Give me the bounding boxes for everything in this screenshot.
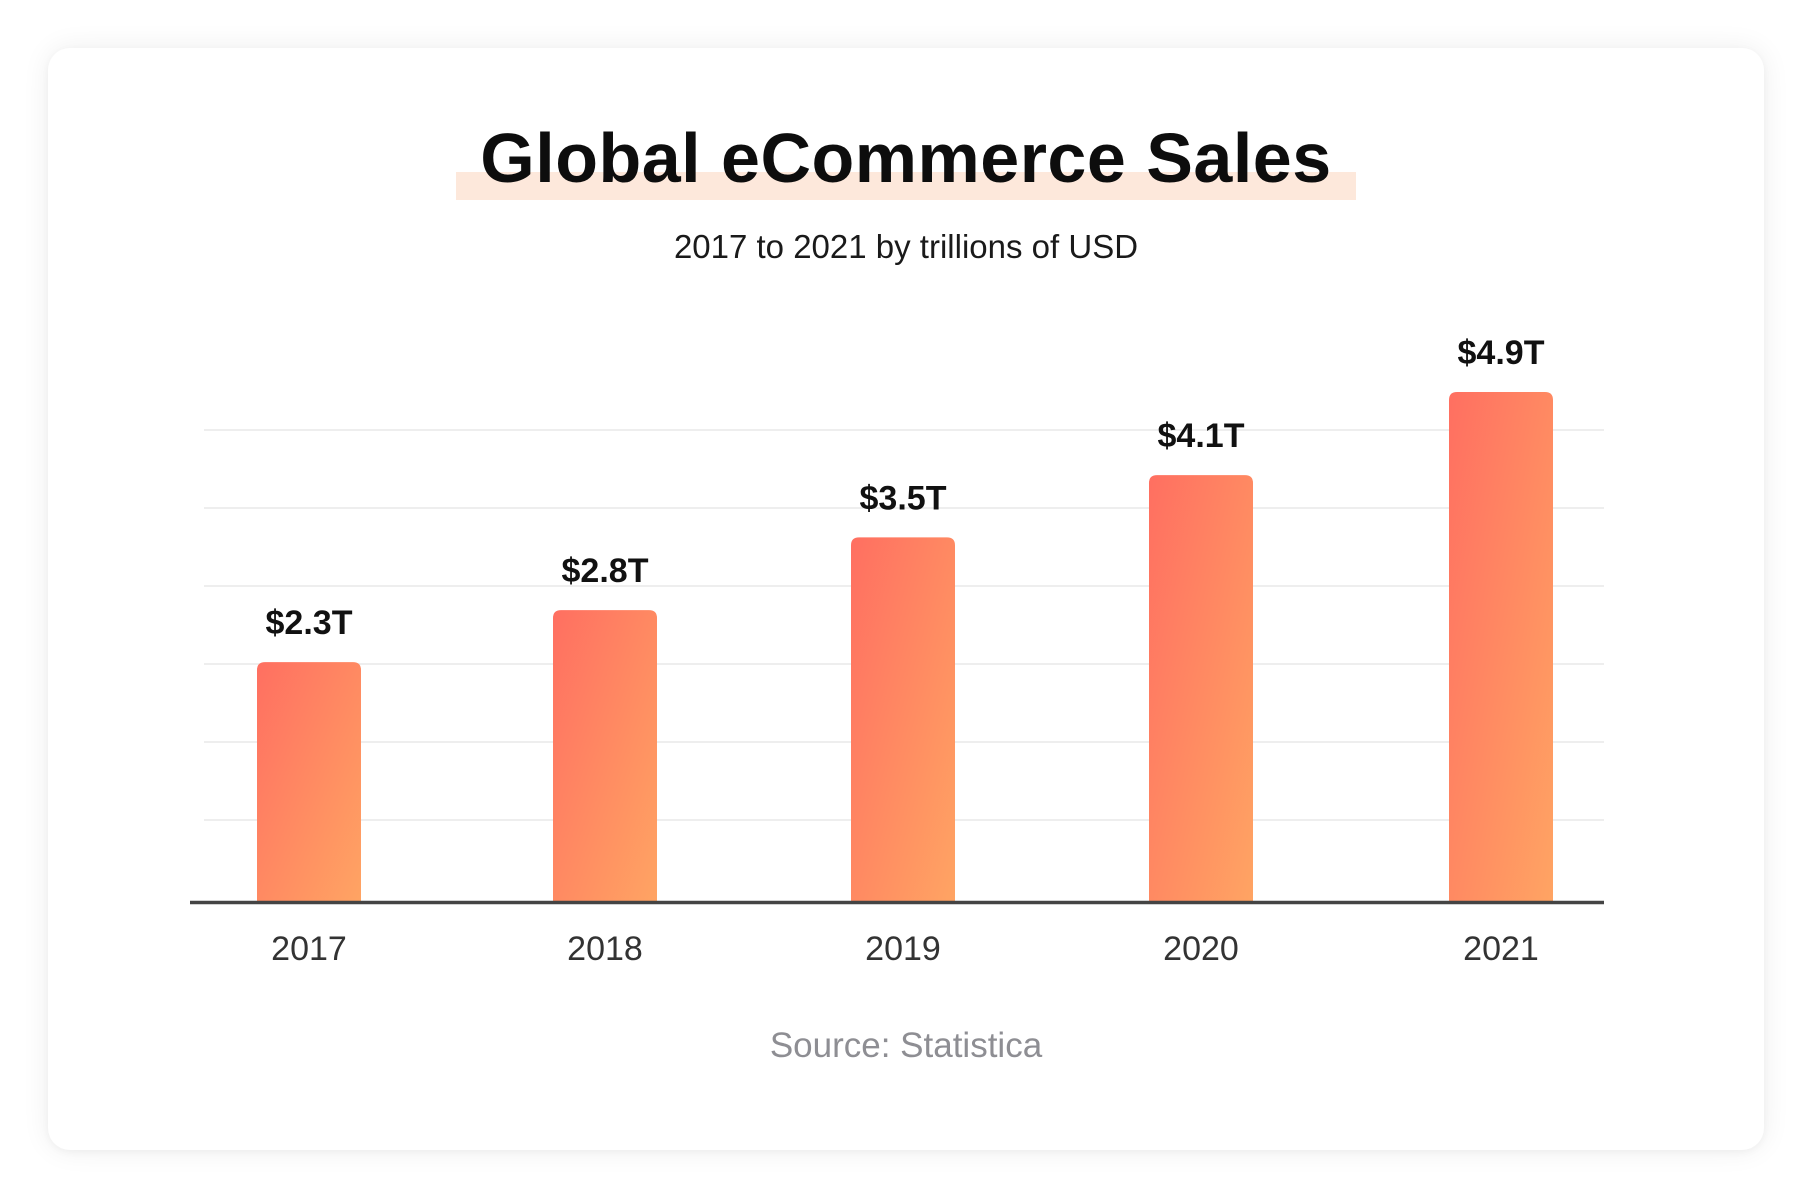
- category-label: 2018: [567, 930, 643, 968]
- source-note: Source: Statistica: [769, 1026, 1043, 1065]
- title-highlight: [456, 172, 1356, 200]
- bar-2018: [553, 610, 657, 901]
- bar-2017: [257, 662, 361, 901]
- bar-2020: [1149, 475, 1253, 901]
- category-label: 2017: [271, 930, 347, 968]
- chart-subtitle: 2017 to 2021 by trillions of USD: [673, 228, 1139, 265]
- bar-2021: [1449, 392, 1553, 901]
- value-label: $4.9T: [1458, 334, 1545, 372]
- value-label: $2.3T: [266, 604, 353, 642]
- bar-2019: [851, 537, 955, 901]
- category-label: 2019: [865, 930, 941, 968]
- value-label: $4.1T: [1158, 417, 1245, 455]
- category-label: 2021: [1463, 930, 1539, 968]
- category-label: 2020: [1163, 930, 1239, 968]
- value-label: $3.5T: [860, 479, 947, 517]
- chart-title: Global eCommerce Sales: [480, 119, 1332, 197]
- value-label: $2.8T: [562, 552, 649, 590]
- labels: $2.3T 2017 $2.8T 2018 $3.5T 2019 $4.1T 2020 $4.9…: [266, 334, 1545, 968]
- bars: [257, 392, 1553, 901]
